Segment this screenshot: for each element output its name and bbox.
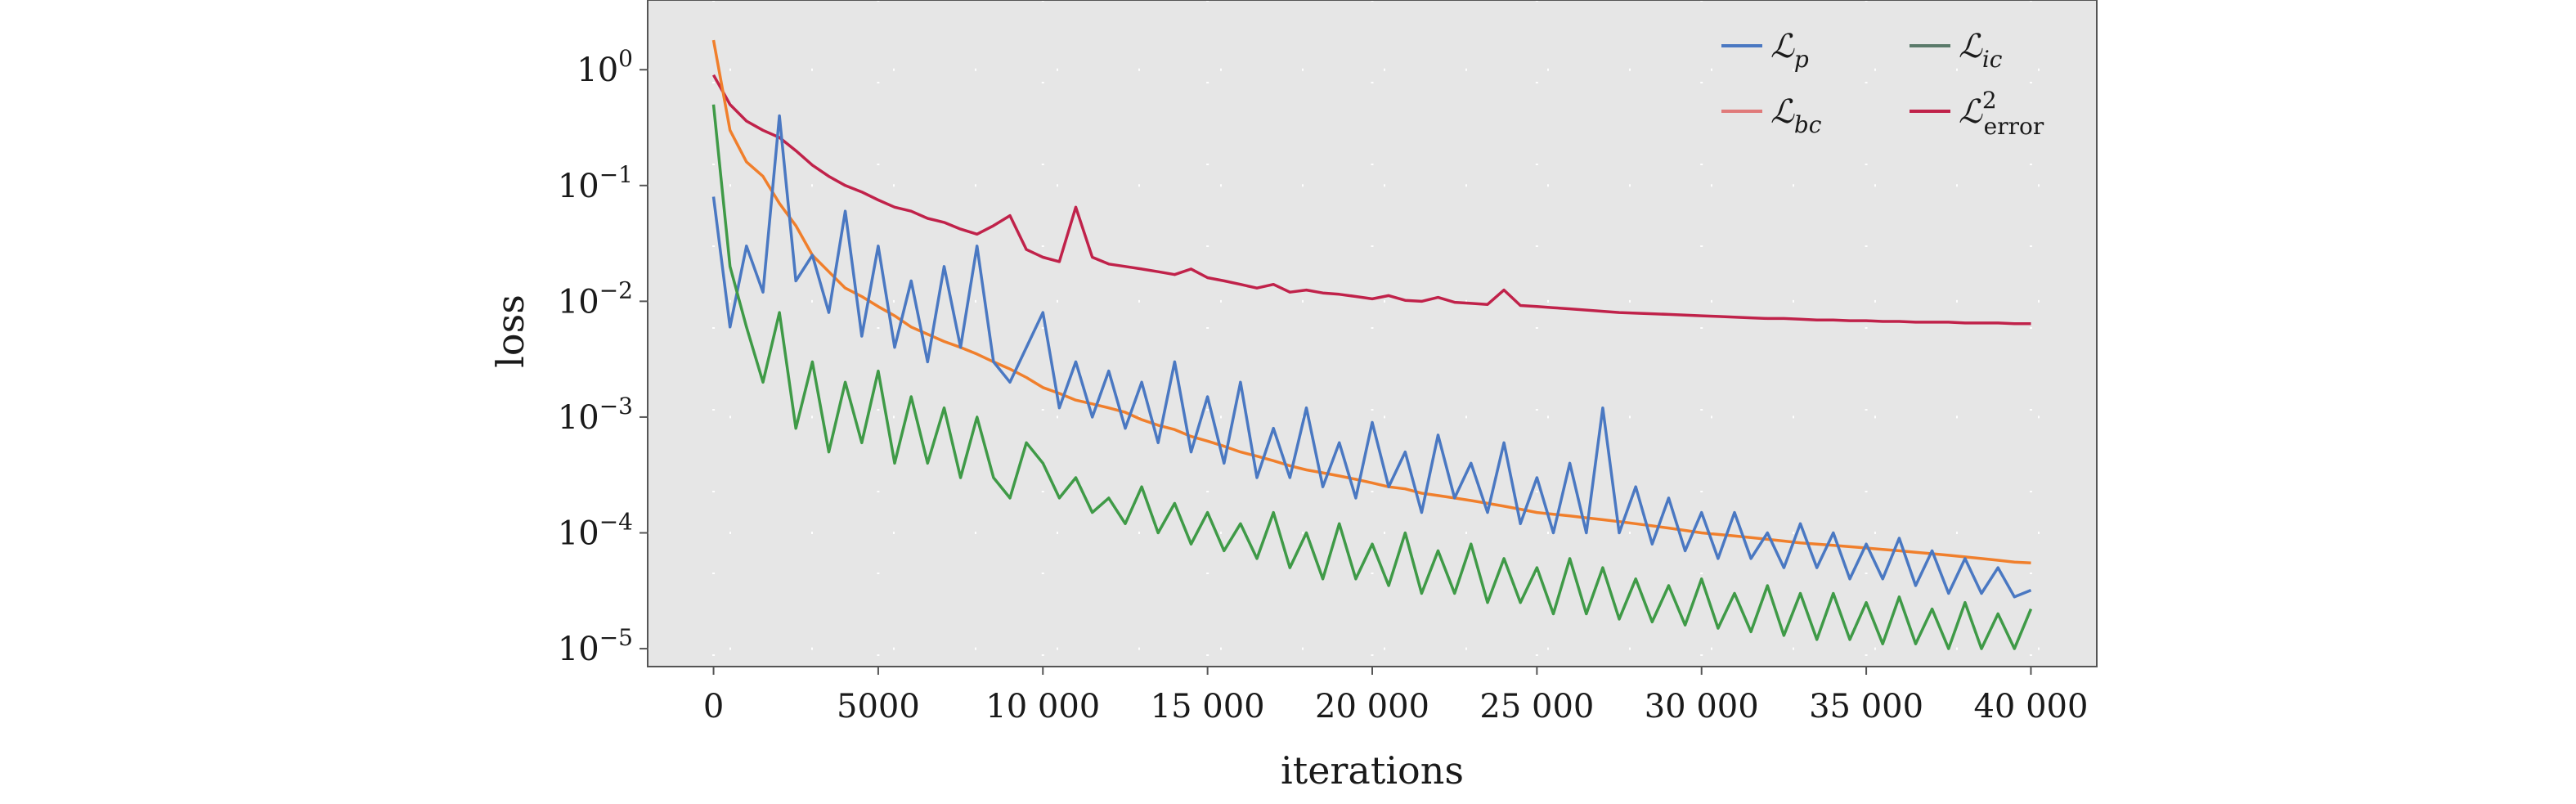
x-tick-label: 15 000 <box>1151 688 1265 725</box>
y-tick-label: 10−2 <box>558 276 633 321</box>
x-tick-label: 20 000 <box>1315 688 1429 725</box>
legend-label: ℒic <box>1959 28 2003 73</box>
legend: ℒp ℒic ℒbc ℒ2 error <box>1721 28 2044 140</box>
x-tick-label: 10 000 <box>985 688 1100 725</box>
series-line-2 <box>711 114 2032 599</box>
y-tick-label: 10−3 <box>558 393 633 437</box>
x-axis-ticks: 0 5000 10 000 15 000 20 000 25 000 30 000 35 00… <box>703 667 2088 725</box>
legend-label: ℒ2 error <box>1959 87 2044 140</box>
x-tick-label: 0 <box>703 688 724 725</box>
x-tick-label: 5000 <box>837 688 920 725</box>
series-line-0 <box>711 74 2031 326</box>
legend-label: ℒp <box>1770 28 1809 73</box>
y-tick-label: 10−5 <box>558 624 633 668</box>
x-axis-title: iterations <box>1281 748 1464 793</box>
series-group <box>711 39 2033 650</box>
y-axis-ticks: 100 10−1 10−2 10−3 10−4 10−5 <box>558 45 648 668</box>
plot-background <box>648 0 2097 667</box>
y-tick-label: 100 <box>577 45 633 89</box>
legend-label: ℒbc <box>1770 93 1822 138</box>
x-tick-label: 25 000 <box>1479 688 1594 725</box>
x-tick-label: 40 000 <box>1973 688 2088 725</box>
x-tick-label: 30 000 <box>1645 688 1759 725</box>
y-axis-title: loss <box>488 294 532 368</box>
y-tick-label: 10−4 <box>558 509 633 553</box>
series-line-3 <box>711 104 2033 650</box>
y-tick-label: 10−1 <box>558 161 633 205</box>
x-tick-label: 35 000 <box>1809 688 1923 725</box>
